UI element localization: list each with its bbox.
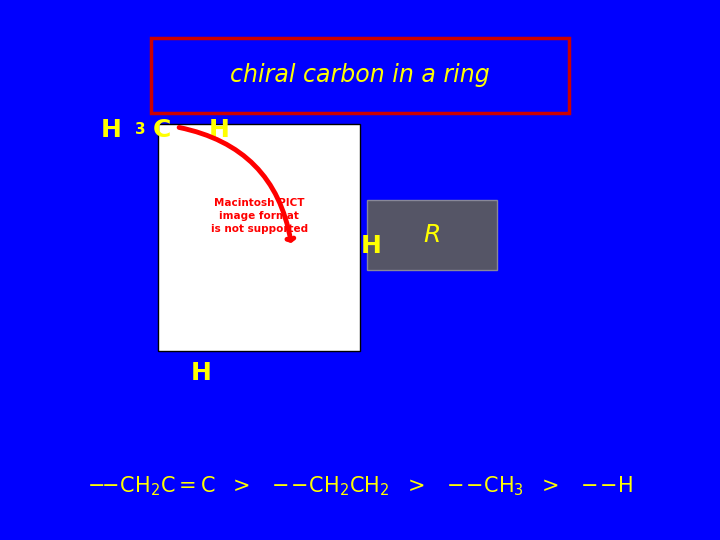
Text: Macintosh PICT
image format
is not supported: Macintosh PICT image format is not suppo… <box>211 198 307 234</box>
Text: H: H <box>192 361 212 384</box>
Text: R: R <box>423 223 441 247</box>
Bar <box>158 124 360 351</box>
Text: H: H <box>210 118 230 141</box>
Text: 3: 3 <box>135 122 145 137</box>
Text: H: H <box>361 234 381 258</box>
Text: chiral carbon in a ring: chiral carbon in a ring <box>230 63 490 86</box>
FancyBboxPatch shape <box>367 200 497 270</box>
Text: C: C <box>153 118 171 141</box>
FancyBboxPatch shape <box>151 38 569 113</box>
Text: $\mathsf{-\!\!-\!CH_2C{=}C\ \ >\ \ -\!\!-\!CH_2CH_2\ \ >\ \ -\!\!-\!CH_3\ \ >\ \: $\mathsf{-\!\!-\!CH_2C{=}C\ \ >\ \ -\!\!… <box>87 474 633 498</box>
Text: H: H <box>102 118 122 141</box>
